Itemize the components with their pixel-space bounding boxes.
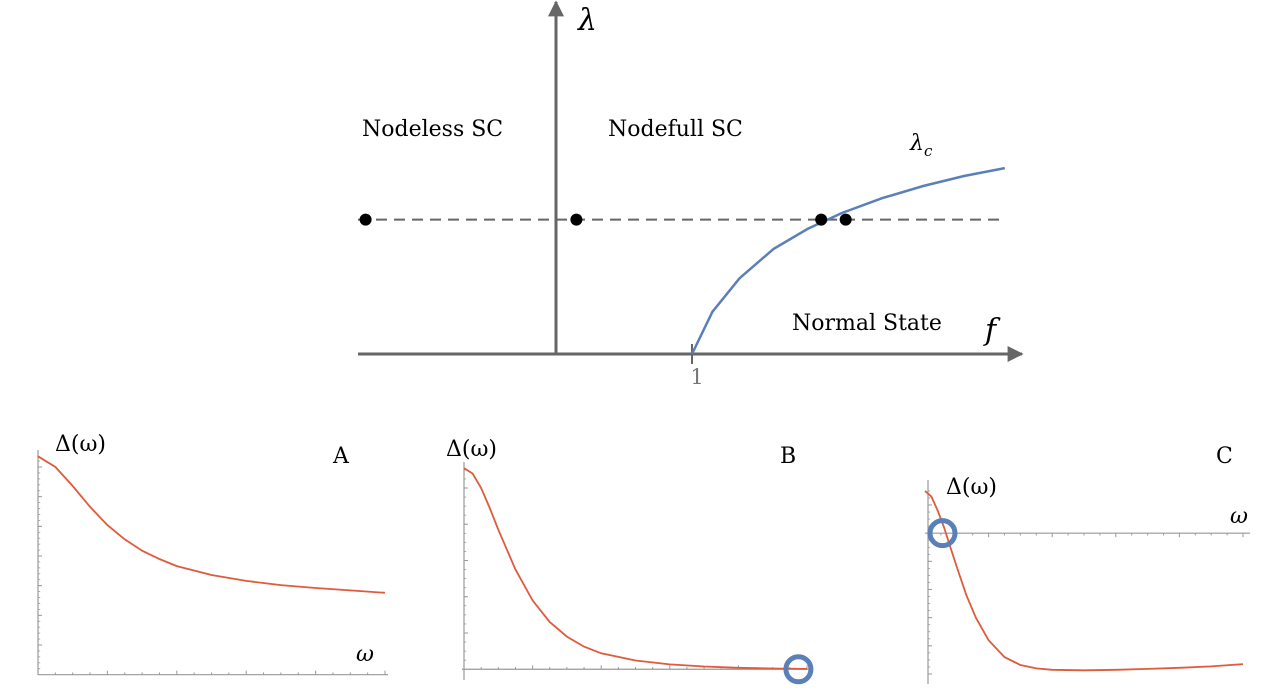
curve-label-lambda-c: λc xyxy=(909,131,933,160)
panel-B: Δ(ω) B xyxy=(446,437,814,685)
point-D xyxy=(839,213,852,226)
panel-A: Δ(ω) A ω xyxy=(37,432,388,676)
panel-C-ylabel: Δ(ω) xyxy=(946,475,997,500)
phase-diagram: λ f Nodeless SC Nodefull SC Normal State… xyxy=(358,0,1024,389)
point-C xyxy=(815,213,828,226)
panel-C-label: C xyxy=(1216,444,1233,469)
panel-A-label: A xyxy=(332,444,350,469)
panel-C: Δ(ω) C ω xyxy=(924,444,1250,684)
C-data-line xyxy=(924,490,1244,672)
A-data-line xyxy=(37,455,386,594)
B-data-line xyxy=(463,467,808,670)
region-label-nodefull: Nodefull SC xyxy=(608,117,743,142)
x-tick-label-1: 1 xyxy=(690,365,703,389)
region-label-normal: Normal State xyxy=(792,311,942,336)
point-A xyxy=(359,213,372,226)
panel-A-xlabel: ω xyxy=(356,642,374,667)
panel-A-ylabel: Δ(ω) xyxy=(55,432,106,457)
region-label-nodeless: Nodeless SC xyxy=(362,117,503,142)
point-B xyxy=(570,213,583,226)
panel-B-ylabel: Δ(ω) xyxy=(446,437,497,462)
B-highlight-circle xyxy=(783,654,814,685)
f-axis-label: f xyxy=(983,313,1001,348)
panel-B-label: B xyxy=(780,444,796,469)
panel-C-xlabel: ω xyxy=(1230,504,1248,529)
C-highlight-circle xyxy=(927,518,958,549)
lambda-axis-label: λ xyxy=(577,3,597,38)
